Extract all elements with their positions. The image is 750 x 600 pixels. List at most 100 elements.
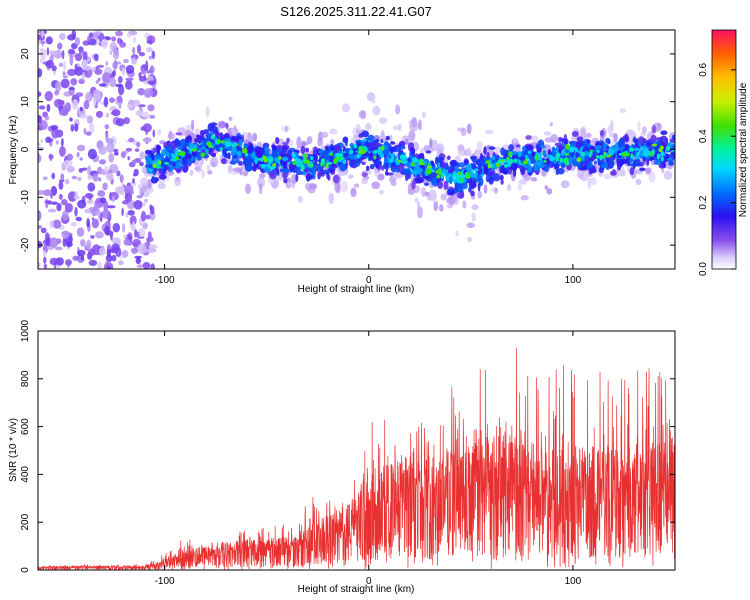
spectrogram-cell [118,260,124,266]
spectrogram-cell [126,32,132,38]
spectrogram-cell [167,133,176,140]
spectrogram-cell [119,41,127,48]
spectrogram-cell [43,256,47,264]
spectrogram-cell [366,92,376,102]
spectrogram-cell [50,201,58,205]
spectrogram-cell [425,169,432,175]
spectrogram-cell [330,146,335,151]
spectrogram-cell [589,177,597,186]
spectrogram-cell [189,169,194,176]
spectrogram-cell [123,234,128,239]
spectrogram-cell [125,65,135,74]
spectrogram-cell [509,165,515,171]
spectrogram-cells [38,30,675,269]
spectrogram-cell [158,153,165,161]
spectrogram-cell [328,192,335,204]
spectrogram-cell [437,168,442,172]
spectrogram-cell [326,162,333,165]
colorbar: 0.0 0.2 0.4 0.6 Normalized spectral amplitu… [698,29,749,276]
spectrogram-cell [155,166,162,169]
spectrogram-cell [229,160,237,165]
spectrogram-cell [651,143,658,147]
spectrogram-cell [77,144,86,152]
spectrogram-cell [576,157,582,163]
spectrogram-cell [149,204,153,211]
spectrogram-cell [42,176,48,181]
spectrogram-cell [409,120,419,132]
spectrogram-cell [136,44,142,54]
spectrogram-cell [372,105,381,116]
spectrogram-cell [544,137,554,143]
spectrogram-cell [487,168,492,177]
spectrogram-cell [131,57,138,65]
spectrogram-ytick-label: -10 [20,190,31,205]
spectrogram-cell [39,120,48,131]
spectrogram-cell [379,189,384,195]
spectrogram-cell [77,177,82,181]
spectrogram-cell [436,143,445,155]
spectrogram-cell [40,227,47,234]
spectrogram-cell [563,138,569,145]
spectrogram-cell [139,52,145,57]
spectrogram-cell [146,40,153,44]
spectrogram-cell [660,150,664,158]
spectrogram-cell [98,247,106,256]
spectrogram-cell [455,175,459,181]
spectrogram-cell [254,146,262,155]
spectrogram-cell [146,47,153,53]
spectrogram-cell [115,83,123,88]
spectrogram-cell [379,117,388,124]
spectrogram-cell [86,218,90,228]
spectrogram-cell [38,225,43,229]
spectrogram-cell [78,46,84,53]
spectrogram-cell [334,181,341,193]
spectrogram-cell [44,115,50,121]
spectrogram-cell [287,181,293,188]
spectrogram-cell [61,230,70,240]
spectrogram-cell [385,135,390,141]
spectrogram-cell [361,161,366,165]
spectrogram-cell [559,157,564,163]
spectrogram-cell [74,190,78,200]
spectrogram-cell [393,144,398,151]
spectrogram-cell [389,134,393,143]
spectrogram-cell [374,167,378,177]
spectrogram-cell [64,102,72,113]
spectrogram-cell [54,90,60,96]
spectrogram-cell [49,50,58,55]
spectrogram-cell [456,180,461,183]
spectrogram-cell [201,169,205,179]
spectrogram-cell [146,249,150,253]
spectrogram-cell [448,188,453,193]
spectrogram-cell [397,123,402,131]
spectrogram-cell [82,50,86,61]
spectrogram-cell [483,184,488,194]
spectrogram-cell [272,163,277,167]
spectrogram-cell [92,66,96,72]
spectrogram-cell [585,155,589,159]
spectrogram-cell [656,153,661,160]
spectrogram-cell [297,195,303,203]
spectrogram-ylabel: Frequency (Hz) [8,116,19,185]
spectrogram-cell [389,146,394,154]
spectrogram-cell [137,88,146,96]
spectrogram-cell [363,138,367,142]
spectrogram-cell [118,104,122,109]
spectrogram-cell [310,155,314,161]
spectrogram-cell [154,153,159,158]
spectrogram-cell [466,237,473,242]
spectrogram-cell [665,137,669,146]
spectrogram-cell [231,128,236,135]
spectrogram-cell [232,167,242,172]
spectrogram-cell [420,187,427,197]
spectrogram-cell [82,71,86,81]
spectrogram-cell [194,128,200,135]
spectrogram-cell [105,36,111,41]
spectrogram-cell [45,60,55,69]
spectrogram-cell [210,134,216,140]
spectrogram-cell [128,137,135,143]
spectrogram-cell [626,152,630,157]
spectrogram-ytick-label: 20 [20,48,31,60]
spectrogram-cell [579,171,589,182]
